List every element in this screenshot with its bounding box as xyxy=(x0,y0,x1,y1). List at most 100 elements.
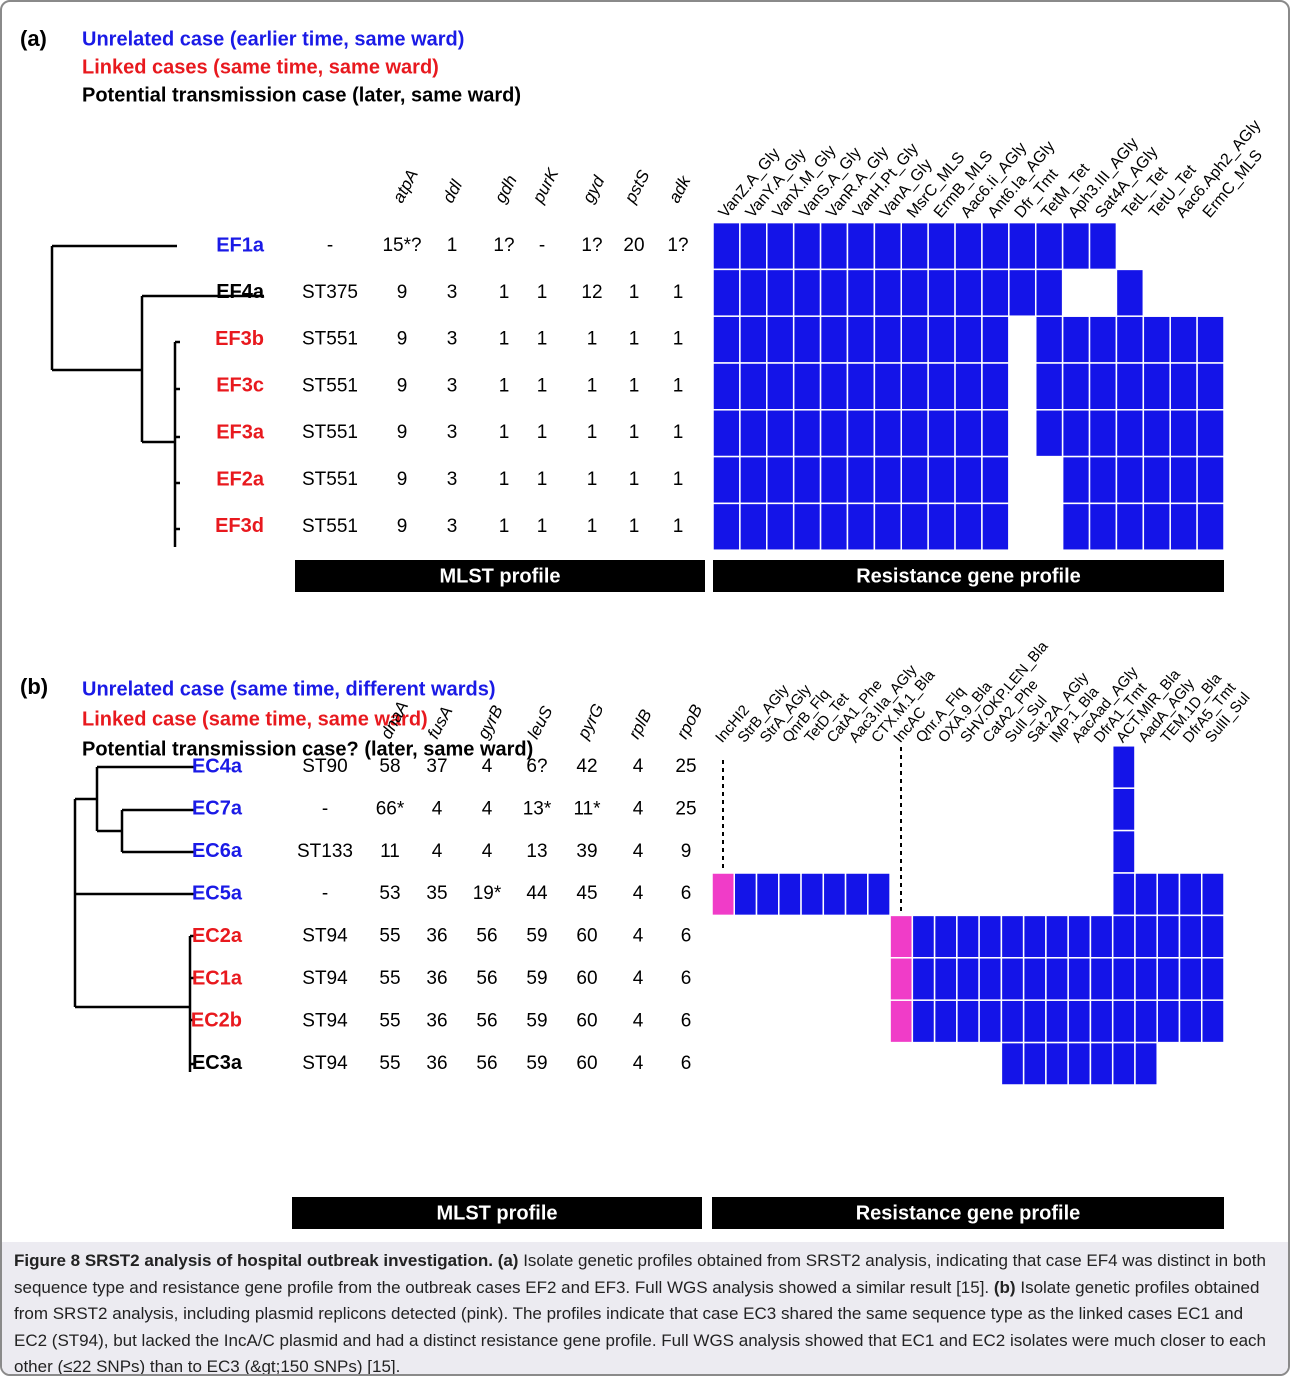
gene-cell xyxy=(1157,746,1179,788)
sequence-type: - xyxy=(322,798,328,819)
gene-cell xyxy=(1143,269,1170,316)
allele: 1? xyxy=(581,235,602,256)
caption-text: Isolate genetic profiles obtained from S… xyxy=(14,1251,1266,1297)
gene-cell xyxy=(734,831,756,873)
profile-bar xyxy=(712,1197,1224,1229)
isolate-name: EF4a xyxy=(216,281,265,303)
gene-cell xyxy=(1000,914,1025,959)
isolate-name: EC4a xyxy=(192,755,243,777)
gene-cell xyxy=(1116,223,1143,270)
allele: 4 xyxy=(633,798,644,819)
gene-cell xyxy=(823,831,845,873)
gene-cell xyxy=(954,221,983,271)
isolate-name: EF3c xyxy=(216,375,264,397)
allele: 60 xyxy=(576,1053,597,1074)
gene-cell xyxy=(1001,831,1023,873)
gene-cell xyxy=(954,455,983,505)
gene-cell xyxy=(1179,746,1201,788)
gene-cell xyxy=(981,455,1010,505)
allele: 58 xyxy=(379,756,400,777)
gene-cell xyxy=(1196,409,1225,458)
gene-cell xyxy=(868,915,890,957)
gene-cell xyxy=(1045,999,1069,1044)
sequence-type: ST375 xyxy=(302,282,358,303)
allele: 9 xyxy=(397,282,408,303)
gene-cell xyxy=(978,957,1003,1001)
gene-cell xyxy=(823,788,845,830)
gene-cell xyxy=(792,362,822,411)
gene-cell xyxy=(868,788,890,830)
gene-cell xyxy=(846,221,876,271)
gene-cell xyxy=(739,409,768,458)
gene-cell xyxy=(873,315,903,364)
gene-cell xyxy=(935,873,957,915)
gene-cell xyxy=(1034,221,1064,271)
gene-cell xyxy=(734,1000,756,1042)
gene-cell xyxy=(779,1043,801,1085)
gene-cell xyxy=(1115,502,1145,551)
gene-cell xyxy=(734,788,756,830)
caption: Figure 8 SRST2 analysis of hospital outb… xyxy=(2,1242,1288,1374)
gene-cell xyxy=(766,409,795,458)
gene-cell xyxy=(739,268,768,317)
allele: 1 xyxy=(673,422,684,443)
gene-cell xyxy=(792,455,822,505)
allele: 1 xyxy=(629,422,640,443)
gene-cell xyxy=(801,1043,823,1085)
profile-label: MLST profile xyxy=(439,565,560,587)
gene-cell xyxy=(1115,268,1145,317)
gene-cell xyxy=(766,455,795,505)
tree-branches xyxy=(73,765,195,1072)
gene-cell xyxy=(792,502,822,551)
gene-cell xyxy=(1022,999,1047,1044)
gene-cell xyxy=(1200,872,1225,917)
allele: 4 xyxy=(633,883,644,904)
tree-b xyxy=(73,765,195,1072)
gene-cell xyxy=(739,315,768,364)
allele: 1 xyxy=(587,329,598,350)
allele: 1 xyxy=(537,329,548,350)
gene-cell xyxy=(1135,746,1157,788)
gene-cell xyxy=(957,873,979,915)
gene-cell xyxy=(957,746,979,788)
allele: 59 xyxy=(526,1010,547,1031)
allele: 36 xyxy=(426,1053,447,1074)
allele: 4 xyxy=(633,968,644,989)
gene-cell xyxy=(1200,957,1225,1001)
caption-label: (a) xyxy=(497,1251,519,1270)
sequence-type: ST94 xyxy=(302,926,348,947)
gene-cell xyxy=(1022,957,1047,1001)
gene-cell xyxy=(890,1043,912,1085)
gene-cell xyxy=(868,831,890,873)
gene-cell xyxy=(819,362,849,411)
allele: 59 xyxy=(526,926,547,947)
gene-cell xyxy=(1134,1041,1158,1086)
gene-cell xyxy=(1169,315,1198,364)
gene-cell xyxy=(873,221,903,271)
gene-cell xyxy=(1157,1043,1179,1085)
gene-cell xyxy=(1156,999,1181,1044)
locus-header: purK xyxy=(528,165,562,207)
allele: 3 xyxy=(447,329,458,350)
gene-cell xyxy=(1178,872,1203,917)
gene-cell xyxy=(978,914,1003,959)
sequence-type: ST551 xyxy=(302,375,358,396)
isolate-name: EC2a xyxy=(192,925,243,947)
gene-cell xyxy=(1024,746,1046,788)
gene-cell xyxy=(1061,221,1091,271)
allele: 25 xyxy=(675,798,696,819)
gene-cell xyxy=(1001,873,1023,915)
allele: 1 xyxy=(587,375,598,396)
gene-cell xyxy=(1000,957,1025,1001)
allele: 9 xyxy=(681,841,692,862)
locus-header: fusA xyxy=(424,703,457,742)
gene-cell xyxy=(900,221,929,271)
gene-cell xyxy=(867,872,891,917)
allele: 6 xyxy=(681,968,692,989)
gene-cell xyxy=(981,409,1010,458)
panel-label: (b) xyxy=(20,674,48,699)
gene-cell xyxy=(1169,502,1198,551)
gene-cell xyxy=(1111,957,1136,1001)
allele: 4 xyxy=(633,926,644,947)
locus-header: pyrG xyxy=(573,701,608,743)
